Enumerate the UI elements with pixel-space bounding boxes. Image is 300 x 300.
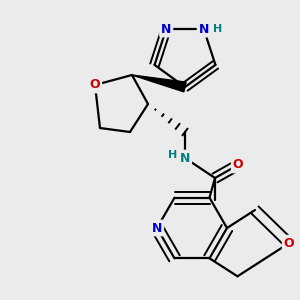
Text: O: O bbox=[233, 158, 243, 172]
Polygon shape bbox=[132, 75, 186, 92]
Text: N: N bbox=[180, 152, 190, 164]
Text: O: O bbox=[90, 79, 100, 92]
Text: N: N bbox=[152, 221, 162, 235]
Text: N: N bbox=[199, 22, 209, 36]
Text: N: N bbox=[161, 22, 171, 36]
Text: H: H bbox=[168, 150, 178, 160]
Text: O: O bbox=[284, 237, 294, 250]
Text: H: H bbox=[213, 24, 222, 34]
